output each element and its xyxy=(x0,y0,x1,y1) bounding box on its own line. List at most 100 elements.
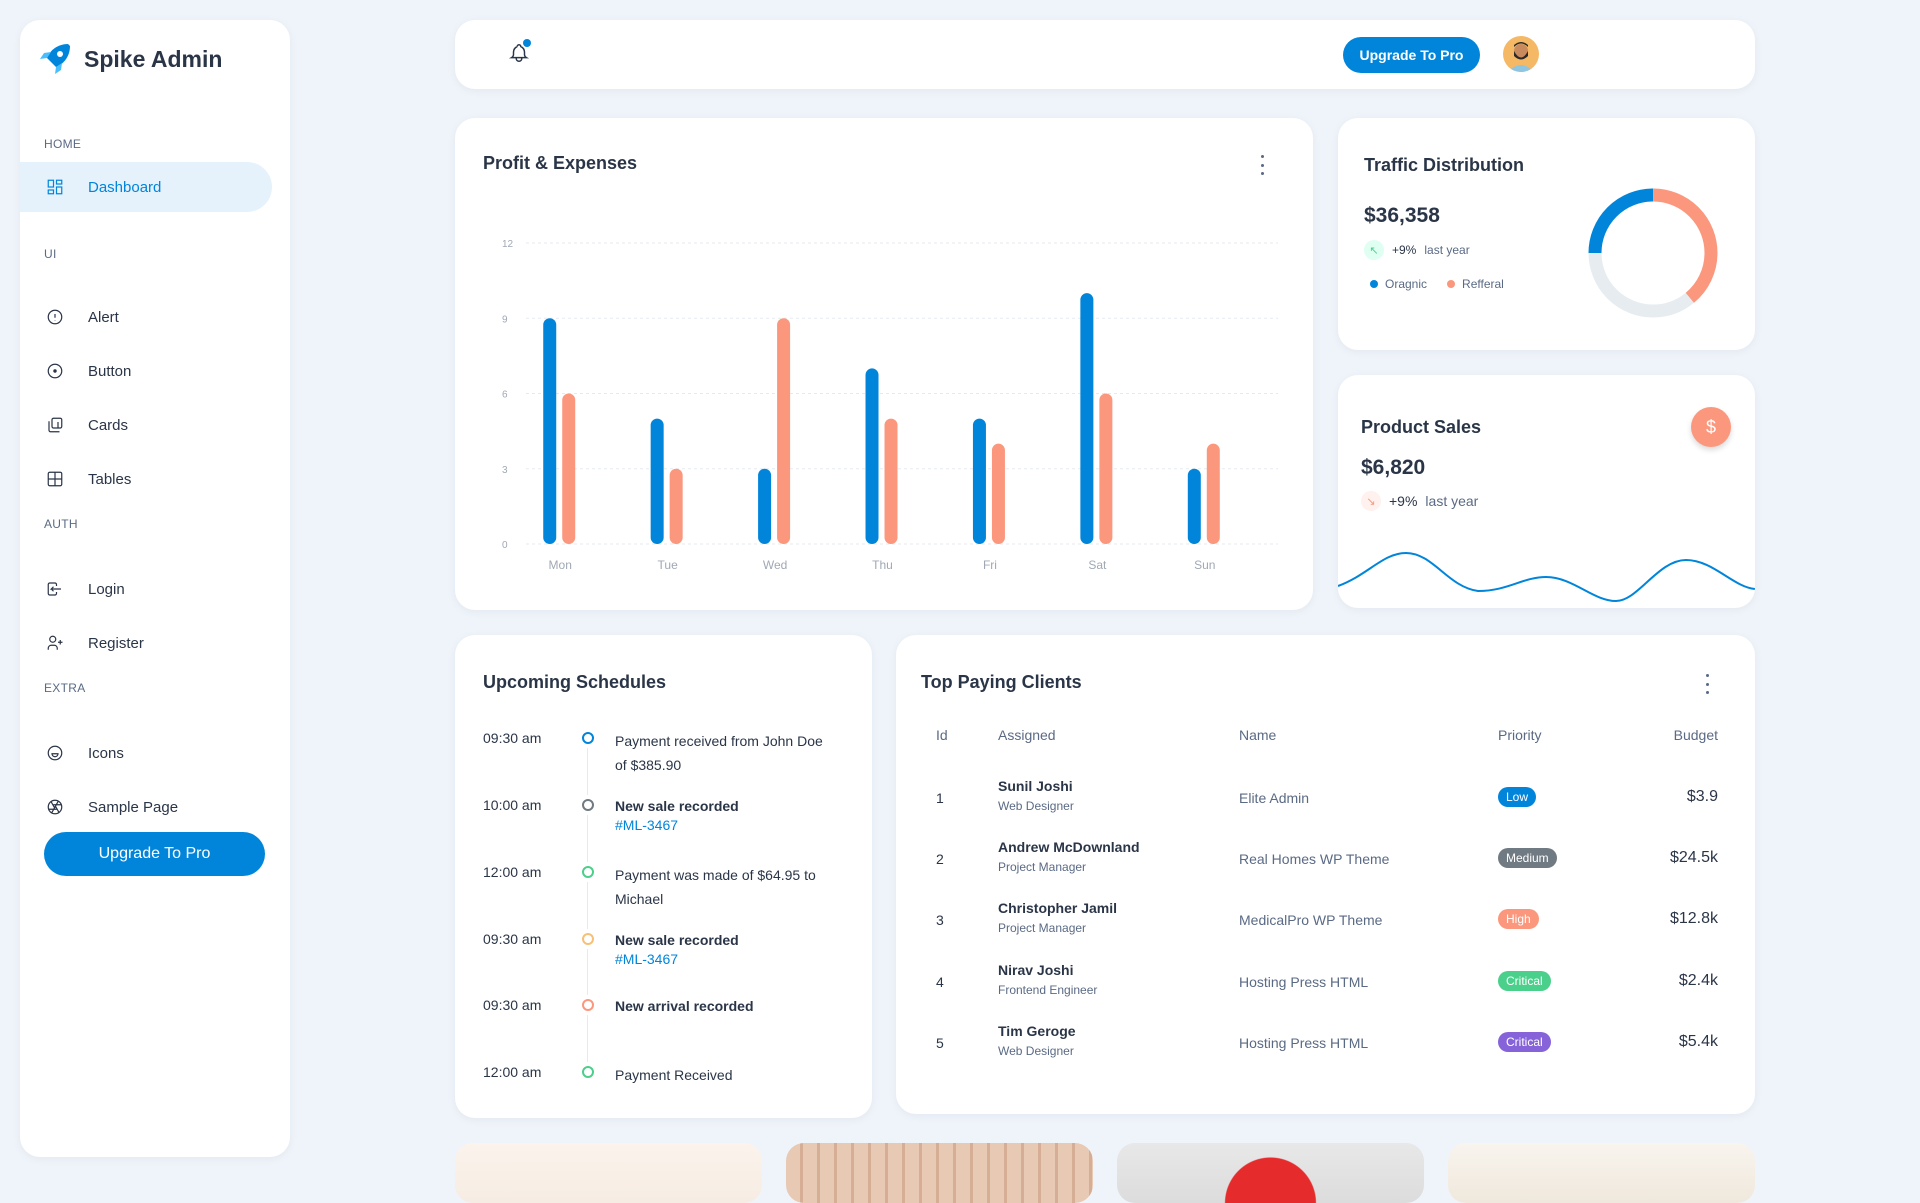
client-role: Web Designer xyxy=(998,799,1074,813)
client-id: 2 xyxy=(936,851,944,867)
timeline-dot xyxy=(582,732,594,744)
client-project: Hosting Press HTML xyxy=(1239,974,1369,990)
column-header-name[interactable]: Name xyxy=(1239,727,1277,743)
sidebar-item-label: Icons xyxy=(88,744,124,762)
table-row[interactable]: 4 Nirav Joshi Frontend Engineer Hosting … xyxy=(896,955,1755,1009)
sidebar-item-label: Register xyxy=(88,634,144,652)
currency-dollar-icon[interactable]: $ xyxy=(1691,407,1731,447)
bar-profit-thu[interactable] xyxy=(865,368,879,544)
schedule-time: 09:30 am xyxy=(483,997,542,1013)
sidebar-item-cards[interactable]: Cards xyxy=(20,400,272,450)
more-options-icon[interactable] xyxy=(1704,674,1710,694)
sidebar-item-label: Sample Page xyxy=(88,798,179,816)
sidebar-upgrade-button[interactable]: Upgrade To Pro xyxy=(44,832,265,876)
client-budget: $24.5k xyxy=(1669,849,1718,866)
schedule-link[interactable]: #ML-3467 xyxy=(615,817,679,833)
arrow-down-right-icon: ↘ xyxy=(1361,491,1381,511)
product-image-card[interactable] xyxy=(1117,1143,1424,1203)
aperture-icon xyxy=(47,799,63,815)
sidebar-item-alert[interactable]: Alert xyxy=(20,292,272,342)
table-row[interactable]: 3 Christopher Jamil Project Manager Medi… xyxy=(896,893,1755,947)
table-row[interactable]: 1 Sunil Joshi Web Designer Elite Admin L… xyxy=(896,771,1755,825)
client-role: Project Manager xyxy=(998,860,1087,874)
sidebar-item-dashboard[interactable]: Dashboard xyxy=(20,162,272,212)
nav-section-extra: EXTRA xyxy=(44,681,86,695)
bar-profit-sun[interactable] xyxy=(1187,468,1201,544)
column-header-assigned[interactable]: Assigned xyxy=(998,727,1056,743)
client-project: Elite Admin xyxy=(1239,790,1310,806)
sidebar-item-login[interactable]: Login xyxy=(20,564,272,614)
priority-badge: Critical xyxy=(1498,971,1551,991)
bar-expenses-sun[interactable] xyxy=(1206,443,1220,544)
x-tick-label: Sat xyxy=(1088,558,1107,572)
client-name: Tim Geroge xyxy=(998,1023,1076,1039)
bar-expenses-tue[interactable] xyxy=(669,468,683,544)
x-tick-label: Mon xyxy=(549,558,572,572)
column-header-budget[interactable]: Budget xyxy=(1673,727,1718,743)
bar-profit-wed[interactable] xyxy=(758,468,772,544)
timeline-dot xyxy=(582,933,594,945)
y-tick-label: 12 xyxy=(502,239,514,250)
bar-profit-sat[interactable] xyxy=(1080,293,1094,544)
nav-section-ui: UI xyxy=(44,247,57,261)
timeline-line xyxy=(587,949,588,995)
bar-expenses-wed[interactable] xyxy=(777,318,791,544)
schedule-text: New sale recorded xyxy=(615,798,739,814)
bar-profit-fri[interactable] xyxy=(972,418,986,544)
upcoming-schedules-card: Upcoming Schedules 09:30 am Payment rece… xyxy=(455,635,872,1118)
schedule-time: 10:00 am xyxy=(483,797,542,813)
product-sales-change: +9% xyxy=(1389,493,1418,509)
sidebar-item-label: Cards xyxy=(88,416,129,434)
traffic-period: last year xyxy=(1424,243,1470,257)
sidebar-item-register[interactable]: Register xyxy=(20,618,272,668)
sidebar-item-label: Button xyxy=(88,362,132,380)
column-header-priority[interactable]: Priority xyxy=(1498,727,1542,743)
schedule-time: 09:30 am xyxy=(483,730,542,746)
client-budget: $2.4k xyxy=(1678,972,1718,989)
traffic-donut-chart xyxy=(1588,188,1718,318)
product-sales-period: last year xyxy=(1425,493,1479,509)
client-name: Sunil Joshi xyxy=(998,778,1073,794)
client-id: 5 xyxy=(936,1035,944,1051)
column-header-id[interactable]: Id xyxy=(936,727,948,743)
bar-profit-tue[interactable] xyxy=(650,418,664,544)
more-options-icon[interactable] xyxy=(1259,155,1265,175)
priority-badge: Critical xyxy=(1498,1032,1551,1052)
client-role: Web Designer xyxy=(998,1044,1074,1058)
avatar[interactable] xyxy=(1503,36,1539,72)
schedule-link[interactable]: #ML-3467 xyxy=(615,951,679,967)
product-image-card[interactable] xyxy=(1448,1143,1755,1203)
donut-segment[interactable] xyxy=(1588,188,1718,318)
schedule-text: Payment Received xyxy=(615,1067,733,1083)
sidebar-item-label: Alert xyxy=(88,308,119,326)
schedule-text: Payment was made of $64.95 to Michael xyxy=(615,867,816,907)
sidebar-item-tables[interactable]: Tables xyxy=(20,454,272,504)
donut-segment[interactable] xyxy=(1588,188,1718,318)
sidebar-item-button[interactable]: Button xyxy=(20,346,272,396)
product-sales-title: Product Sales xyxy=(1361,417,1482,437)
bar-expenses-mon[interactable] xyxy=(562,393,576,545)
bar-profit-mon[interactable] xyxy=(543,318,557,544)
profit-expenses-card: Profit & Expenses 0 3 6 9 12 Mon Tue Wed Thu Fri S… xyxy=(455,118,1313,610)
x-tick-label: Fri xyxy=(983,558,997,572)
sidebar-item-sample-page[interactable]: Sample Page xyxy=(20,782,272,832)
table-row[interactable]: 5 Tim Geroge Web Designer Hosting Press … xyxy=(896,1016,1755,1070)
y-tick-label: 9 xyxy=(502,314,508,325)
table-row[interactable]: 2 Andrew McDownland Project Manager Real… xyxy=(896,832,1755,886)
sales-sparkline xyxy=(1338,551,1755,603)
bar-expenses-fri[interactable] xyxy=(991,443,1005,544)
timeline-dot xyxy=(582,799,594,811)
notification-button[interactable] xyxy=(508,39,531,69)
timeline-dot xyxy=(582,866,594,878)
bar-expenses-thu[interactable] xyxy=(884,418,898,544)
sidebar-item-icons[interactable]: Icons xyxy=(20,728,272,778)
bar-expenses-sat[interactable] xyxy=(1099,393,1113,545)
client-project: Hosting Press HTML xyxy=(1239,1035,1369,1051)
header-upgrade-button[interactable]: Upgrade To Pro xyxy=(1343,37,1480,73)
product-image-card[interactable] xyxy=(786,1143,1093,1203)
client-name: Andrew McDownland xyxy=(998,839,1140,855)
logo[interactable]: Spike Admin xyxy=(38,42,222,76)
login-icon xyxy=(47,582,61,596)
client-project: Real Homes WP Theme xyxy=(1239,851,1390,867)
product-image-card[interactable] xyxy=(455,1143,762,1203)
